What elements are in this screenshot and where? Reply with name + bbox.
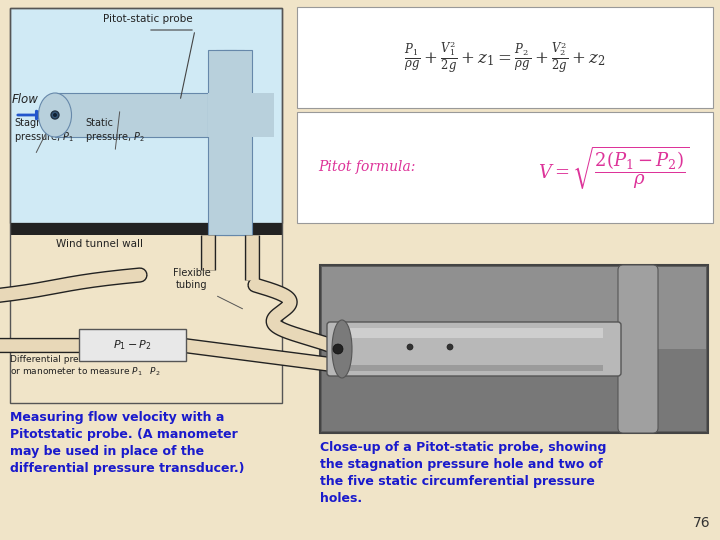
Text: Flexible
tubing: Flexible tubing bbox=[173, 268, 211, 290]
Ellipse shape bbox=[38, 93, 71, 137]
Text: $\frac{P_1}{\rho g} + \frac{V_1^2}{2g} + z_1 = \frac{P_2}{\rho g} + \frac{V_2^2}: $\frac{P_1}{\rho g} + \frac{V_1^2}{2g} +… bbox=[404, 40, 606, 75]
Text: $V = \sqrt{\dfrac{2(P_1 - P_2)}{\rho}}$: $V = \sqrt{\dfrac{2(P_1 - P_2)}{\rho}}$ bbox=[538, 144, 690, 191]
Bar bbox=[335, 365, 603, 371]
Text: Differential pressure transducer
or manometer to measure $P_1$   $P_2$: Differential pressure transducer or mano… bbox=[10, 355, 161, 379]
Text: Static
pressure, $P_2$: Static pressure, $P_2$ bbox=[85, 118, 145, 144]
Bar bbox=[216, 50, 244, 235]
Bar bbox=[208, 50, 252, 235]
Bar bbox=[10, 8, 282, 223]
Bar bbox=[322, 349, 706, 431]
Text: Wind tunnel wall: Wind tunnel wall bbox=[56, 239, 143, 249]
Circle shape bbox=[407, 344, 413, 350]
Bar bbox=[10, 223, 282, 235]
Text: Measuring flow velocity with a
Pitotstatic probe. (A manometer
may be used in pl: Measuring flow velocity with a Pitotstat… bbox=[10, 411, 245, 475]
Text: $P_1 - P_2$: $P_1 - P_2$ bbox=[113, 338, 152, 352]
Ellipse shape bbox=[332, 320, 352, 378]
Circle shape bbox=[447, 344, 453, 350]
Text: Pitot formula:: Pitot formula: bbox=[318, 160, 415, 174]
Text: Stagnation
pressure, $P_1$: Stagnation pressure, $P_1$ bbox=[14, 118, 74, 144]
Text: Flow: Flow bbox=[12, 93, 39, 106]
Circle shape bbox=[333, 344, 343, 354]
Text: Pitot-static probe: Pitot-static probe bbox=[103, 14, 193, 24]
Ellipse shape bbox=[45, 101, 66, 129]
Text: 76: 76 bbox=[693, 516, 710, 530]
Bar bbox=[320, 265, 708, 433]
Text: Close-up of a Pitot-static probe, showing
the stagnation pressure hole and two o: Close-up of a Pitot-static probe, showin… bbox=[320, 441, 606, 505]
FancyBboxPatch shape bbox=[297, 112, 713, 223]
Bar bbox=[10, 8, 282, 403]
Bar bbox=[335, 328, 603, 338]
Bar bbox=[322, 267, 706, 351]
Bar bbox=[55, 101, 230, 129]
Bar bbox=[10, 235, 282, 403]
Circle shape bbox=[51, 111, 59, 119]
Bar bbox=[224, 50, 236, 235]
FancyBboxPatch shape bbox=[618, 265, 658, 433]
Bar bbox=[55, 93, 230, 137]
Ellipse shape bbox=[50, 109, 60, 121]
Bar bbox=[208, 93, 274, 137]
FancyBboxPatch shape bbox=[297, 7, 713, 108]
Bar bbox=[55, 109, 230, 121]
Circle shape bbox=[53, 113, 57, 117]
Bar bbox=[216, 101, 258, 129]
FancyBboxPatch shape bbox=[327, 322, 621, 376]
FancyBboxPatch shape bbox=[79, 329, 186, 361]
Bar bbox=[224, 109, 242, 121]
